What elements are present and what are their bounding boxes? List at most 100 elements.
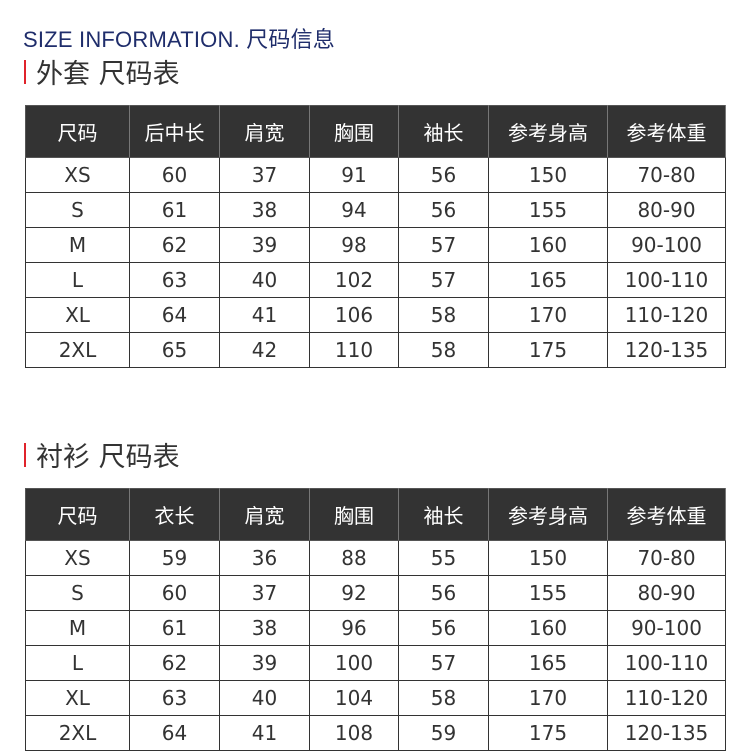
shirt-size-table: 尺码 衣长 肩宽 胸围 袖长 参考身高 参考体重 XS 59 36 88 55 150 70-80 S 60 3…: [25, 488, 726, 751]
table-cell: 94: [309, 192, 399, 228]
table-cell: 90-100: [607, 610, 726, 646]
table-cell: 165: [488, 645, 608, 681]
table-cell: 106: [309, 297, 399, 333]
section-title-text: 外套 尺码表: [36, 59, 180, 90]
accent-bar: [24, 59, 26, 84]
table-cell: L: [25, 645, 130, 681]
table-cell: 175: [488, 332, 608, 368]
table-cell: 155: [488, 575, 608, 611]
table-cell: 56: [398, 610, 489, 646]
table-cell: 110-120: [607, 297, 726, 333]
table-row: XL 63 40 104 58 170 110-120: [25, 680, 726, 716]
table-row: S 60 37 92 56 155 80-90: [25, 575, 726, 611]
table-cell: 2XL: [25, 332, 130, 368]
table-row: XS 59 36 88 55 150 70-80: [25, 540, 726, 576]
table-cell: 63: [129, 262, 220, 298]
table-cell: 150: [488, 157, 608, 193]
column-header: 衣长: [129, 488, 220, 541]
section-title-shirt: 衬衫 尺码表: [24, 435, 180, 474]
table-row: L 63 40 102 57 165 100-110: [25, 262, 726, 298]
table-cell: 59: [129, 540, 220, 576]
table-cell: 170: [488, 680, 608, 716]
table-cell: 62: [129, 645, 220, 681]
table-row: L 62 39 100 57 165 100-110: [25, 645, 726, 681]
table-cell: 41: [219, 297, 310, 333]
table-cell: 88: [309, 540, 399, 576]
table-cell: 39: [219, 645, 310, 681]
table-cell: 96: [309, 610, 399, 646]
column-header: 肩宽: [219, 488, 310, 541]
table-cell: 60: [129, 157, 220, 193]
table-row: XL 64 41 106 58 170 110-120: [25, 297, 726, 333]
table-cell: 42: [219, 332, 310, 368]
table-cell: 38: [219, 192, 310, 228]
accent-bar: [24, 442, 26, 467]
column-header: 尺码: [25, 105, 130, 158]
table-row: M 62 39 98 57 160 90-100: [25, 227, 726, 263]
table-cell: 60: [129, 575, 220, 611]
table-row: 2XL 65 42 110 58 175 120-135: [25, 332, 726, 368]
table-cell: 40: [219, 262, 310, 298]
table-cell: 104: [309, 680, 399, 716]
column-header: 胸围: [309, 105, 399, 158]
table-cell: 56: [398, 157, 489, 193]
table-cell: 2XL: [25, 715, 130, 751]
table-cell: 64: [129, 715, 220, 751]
page-title: SIZE INFORMATION. 尺码信息: [23, 27, 335, 52]
column-header: 袖长: [398, 105, 489, 158]
column-header: 肩宽: [219, 105, 310, 158]
table-cell: 100: [309, 645, 399, 681]
table-cell: 64: [129, 297, 220, 333]
header-row: 尺码 衣长 肩宽 胸围 袖长 参考身高 参考体重: [25, 488, 726, 541]
table-cell: 61: [129, 610, 220, 646]
table-cell: 98: [309, 227, 399, 263]
table-cell: S: [25, 192, 130, 228]
table-cell: 58: [398, 332, 489, 368]
column-header: 胸围: [309, 488, 399, 541]
table-cell: 56: [398, 575, 489, 611]
table-cell: 39: [219, 227, 310, 263]
section-title-jacket: 外套 尺码表: [24, 52, 180, 91]
table-cell: 65: [129, 332, 220, 368]
table-cell: S: [25, 575, 130, 611]
table-row: S 61 38 94 56 155 80-90: [25, 192, 726, 228]
table-cell: 36: [219, 540, 310, 576]
table-row: M 61 38 96 56 160 90-100: [25, 610, 726, 646]
table-cell: 57: [398, 645, 489, 681]
table-cell: 120-135: [607, 332, 726, 368]
table-cell: 61: [129, 192, 220, 228]
column-header: 袖长: [398, 488, 489, 541]
table-cell: M: [25, 610, 130, 646]
table-cell: XS: [25, 157, 130, 193]
table-cell: 37: [219, 157, 310, 193]
table-cell: 110-120: [607, 680, 726, 716]
table-cell: 170: [488, 297, 608, 333]
table-cell: 57: [398, 227, 489, 263]
table-cell: 150: [488, 540, 608, 576]
table-cell: 165: [488, 262, 608, 298]
table-cell: 80-90: [607, 575, 726, 611]
table-cell: 56: [398, 192, 489, 228]
table-cell: 62: [129, 227, 220, 263]
table-cell: 59: [398, 715, 489, 751]
table-cell: 160: [488, 610, 608, 646]
table-cell: 38: [219, 610, 310, 646]
table-cell: 110: [309, 332, 399, 368]
table-cell: XS: [25, 540, 130, 576]
column-header: 参考身高: [488, 488, 608, 541]
table-cell: XL: [25, 297, 130, 333]
table-cell: XL: [25, 680, 130, 716]
table-cell: 80-90: [607, 192, 726, 228]
table-cell: 155: [488, 192, 608, 228]
section-title-text: 衬衫 尺码表: [36, 442, 180, 473]
table-cell: 41: [219, 715, 310, 751]
table-cell: 92: [309, 575, 399, 611]
table-cell: 175: [488, 715, 608, 751]
table-row: 2XL 64 41 108 59 175 120-135: [25, 715, 726, 751]
column-header: 尺码: [25, 488, 130, 541]
table-cell: 70-80: [607, 540, 726, 576]
table-cell: 90-100: [607, 227, 726, 263]
table-cell: 102: [309, 262, 399, 298]
table-row: XS 60 37 91 56 150 70-80: [25, 157, 726, 193]
header-row: 尺码 后中长 肩宽 胸围 袖长 参考身高 参考体重: [25, 105, 726, 158]
